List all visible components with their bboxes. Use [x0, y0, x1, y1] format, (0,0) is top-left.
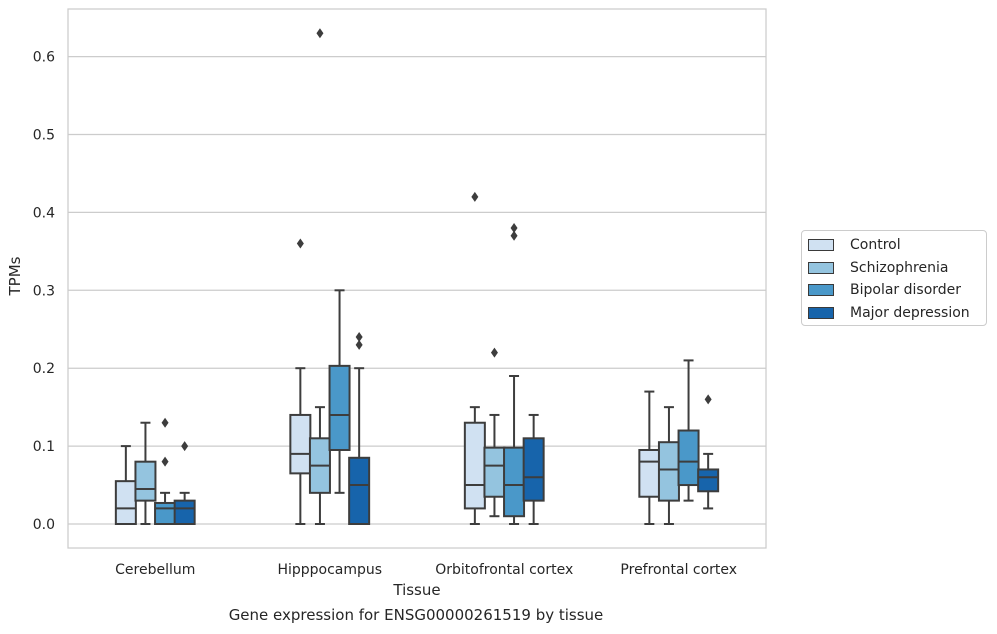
- box: [114, 445, 137, 525]
- y-tick-label: 0.3: [33, 283, 55, 299]
- legend-swatch-bipolar-disorder: [808, 284, 834, 296]
- iqr-box: [114, 480, 137, 525]
- x-tick-label: Prefrontal cortex: [620, 562, 737, 578]
- box: [173, 441, 196, 526]
- chart-caption: Gene expression for ENSG00000261519 by t…: [228, 606, 604, 624]
- outlier-point: [471, 191, 479, 202]
- legend-swatch-schizophrenia: [808, 262, 834, 274]
- legend: Control Schizophrenia Bipolar disorder M…: [801, 230, 987, 326]
- outlier-point: [296, 238, 304, 249]
- outlier-point: [161, 417, 169, 428]
- box: [348, 332, 371, 525]
- y-tick-label: 0.4: [33, 205, 55, 221]
- outlier-point: [181, 441, 189, 452]
- x-tick-label: Cerebellum: [115, 562, 195, 578]
- legend-label: Bipolar disorder: [850, 282, 962, 298]
- outlier-point: [355, 339, 363, 350]
- series-bipolar-disorder: [154, 222, 700, 526]
- iqr-box: [348, 456, 371, 525]
- x-axis-ticks: Cerebellum Hipppocampus Orbitofrontal cort…: [115, 562, 737, 578]
- x-tick-label: Hipppocampus: [277, 562, 382, 578]
- y-tick-label: 0.1: [33, 439, 55, 455]
- y-axis-ticks: 0.0 0.1 0.2 0.3 0.4 0.5 0.6: [33, 50, 55, 533]
- outlier-point: [510, 230, 518, 241]
- x-axis-label: Tissue: [392, 581, 440, 599]
- iqr-box: [483, 446, 506, 498]
- series-schizophrenia: [134, 28, 680, 525]
- iqr-box: [154, 501, 177, 526]
- iqr-box: [503, 446, 526, 518]
- outlier-point: [316, 28, 324, 39]
- outlier-point: [355, 332, 363, 343]
- legend-item-schizophrenia: Schizophrenia: [808, 258, 948, 278]
- iqr-box: [522, 437, 545, 502]
- legend-swatch-major-depression: [808, 307, 834, 319]
- iqr-box: [677, 429, 700, 487]
- plot-frame: [67, 8, 767, 549]
- legend-item-bipolar-disorder: Bipolar disorder: [808, 280, 961, 300]
- x-tick-label: Orbitofrontal cortex: [435, 562, 573, 578]
- box: [463, 191, 486, 525]
- legend-swatch-control: [808, 239, 834, 251]
- box: [289, 238, 312, 525]
- box: [638, 390, 661, 525]
- outlier-point: [161, 456, 169, 467]
- iqr-box: [657, 441, 680, 502]
- iqr-box: [173, 499, 196, 526]
- y-tick-label: 0.2: [33, 361, 55, 377]
- series-major-depression: [173, 332, 720, 526]
- legend-item-control: Control: [808, 235, 901, 255]
- y-axis-label: TPMs: [6, 256, 24, 296]
- iqr-box: [463, 421, 486, 510]
- legend-item-major-depression: Major depression: [808, 303, 970, 323]
- outlier-point: [704, 394, 712, 405]
- iqr-box: [638, 448, 661, 498]
- box: [697, 394, 720, 510]
- box-plot-series: [114, 28, 720, 526]
- iqr-box: [328, 364, 351, 451]
- box: [483, 347, 506, 518]
- legend-label: Control: [850, 237, 901, 253]
- iqr-box: [289, 413, 312, 475]
- box: [134, 421, 157, 525]
- box: [522, 413, 545, 525]
- box: [657, 406, 680, 525]
- box: [308, 28, 331, 525]
- y-tick-label: 0.0: [33, 517, 55, 533]
- outlier-point: [510, 222, 518, 233]
- outlier-point: [490, 347, 498, 358]
- box: [328, 289, 351, 494]
- legend-label: Schizophrenia: [850, 260, 949, 276]
- y-tick-label: 0.6: [33, 50, 55, 66]
- series-control: [114, 191, 661, 525]
- iqr-box: [134, 460, 157, 502]
- box: [677, 359, 700, 502]
- iqr-box: [697, 468, 720, 493]
- legend-label: Major depression: [850, 305, 970, 321]
- y-tick-label: 0.5: [33, 128, 55, 144]
- box: [154, 417, 177, 526]
- box: [503, 222, 526, 525]
